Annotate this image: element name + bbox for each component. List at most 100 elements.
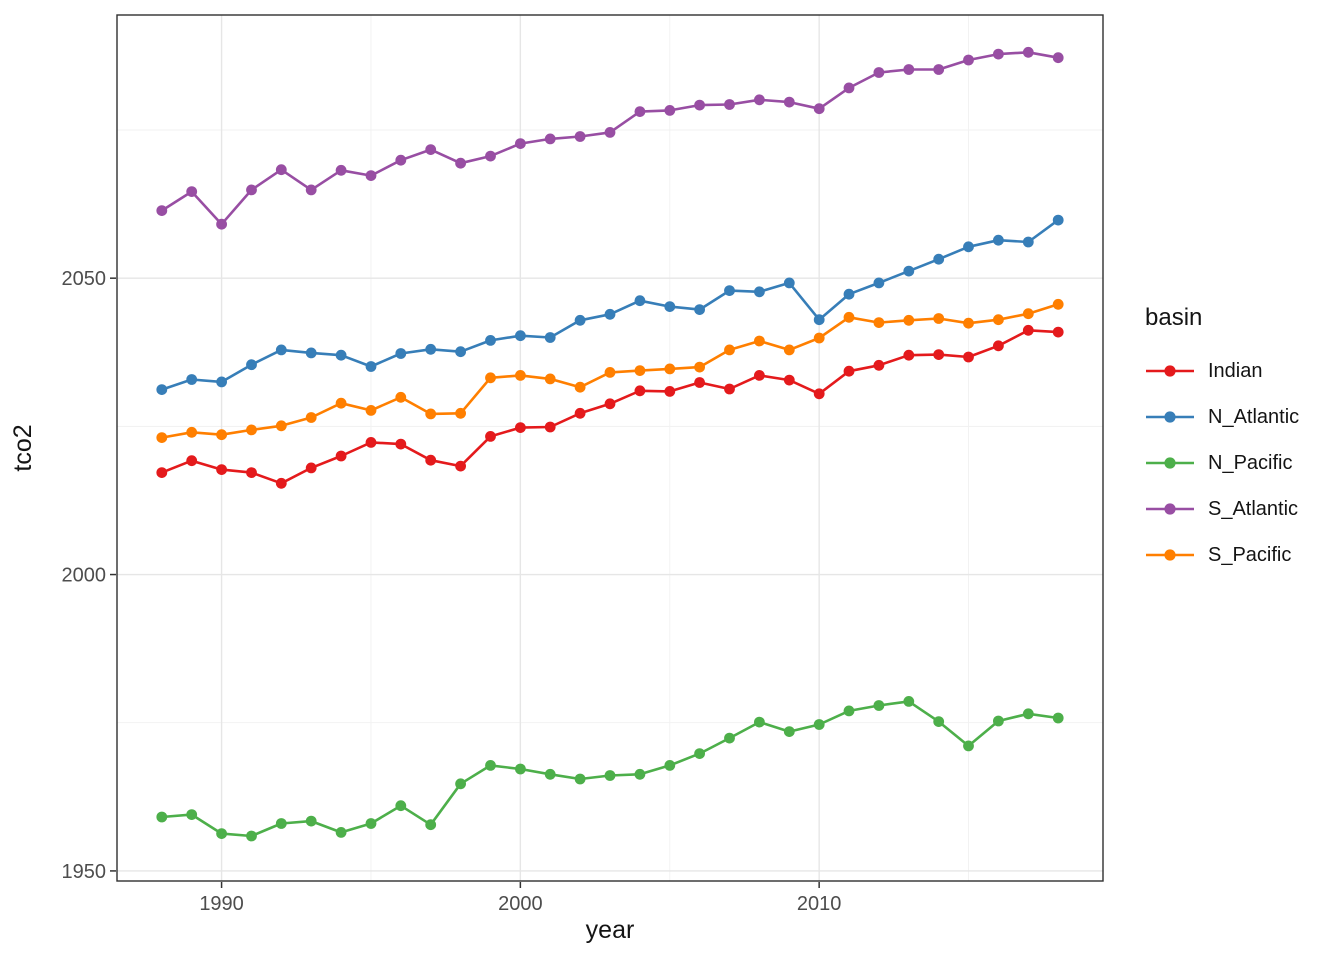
data-point [993, 234, 1004, 246]
data-point [574, 773, 586, 785]
data-point [813, 103, 825, 115]
data-point [455, 407, 466, 419]
legend-label: N_Atlantic [1208, 405, 1300, 428]
data-point [963, 351, 974, 363]
data-point [843, 311, 855, 323]
data-point [186, 426, 198, 438]
data-point [485, 431, 496, 442]
legend: basin Indian N_Atlantic N_Pacific [1143, 302, 1299, 578]
data-point [724, 383, 735, 395]
data-point [993, 715, 1004, 727]
data-point [216, 464, 228, 475]
data-point [993, 340, 1004, 352]
data-point [754, 716, 765, 728]
data-point [216, 218, 228, 230]
series-S_Pacific [156, 298, 1064, 443]
data-point [933, 349, 945, 360]
data-point [873, 67, 885, 78]
data-point [963, 317, 974, 329]
panel-frame [116, 14, 1104, 882]
data-point [544, 332, 556, 343]
data-point [724, 99, 735, 110]
data-point [246, 830, 257, 842]
axis-tick-labels: 1990 2000 2010 1950 2000 2050 [62, 268, 842, 915]
data-point [754, 335, 765, 347]
data-point [664, 301, 676, 312]
data-point [813, 332, 825, 344]
data-point [216, 376, 228, 388]
data-point [275, 477, 287, 489]
data-point [843, 705, 855, 717]
data-point [634, 385, 646, 397]
data-point [395, 391, 407, 403]
data-point [425, 343, 437, 355]
data-point [156, 811, 168, 823]
data-point [186, 455, 198, 467]
data-point [305, 184, 317, 196]
data-point [873, 700, 885, 711]
legend-key-line-dot-icon [1146, 411, 1194, 423]
data-point [813, 719, 825, 730]
data-point [664, 105, 676, 116]
data-point [305, 412, 317, 423]
data-point [365, 361, 377, 372]
data-point [694, 748, 705, 759]
data-point [574, 381, 586, 393]
data-point [604, 770, 616, 781]
data-point [694, 304, 705, 315]
data-point [485, 150, 496, 162]
data-point [365, 437, 377, 448]
x-tick-label: 2000 [498, 893, 543, 915]
data-point [724, 732, 735, 744]
data-point [335, 349, 347, 361]
data-point [903, 349, 915, 361]
data-point [1052, 298, 1064, 310]
data-point [425, 144, 437, 156]
data-point [873, 317, 885, 328]
data-point [216, 828, 228, 839]
data-point [664, 363, 676, 375]
legend-key-line-dot-icon [1146, 365, 1194, 377]
data-point [275, 344, 287, 356]
data-point [515, 330, 526, 342]
data-point [246, 184, 257, 196]
data-point [485, 760, 496, 771]
legend-label: S_Atlantic [1208, 497, 1299, 520]
data-point [186, 809, 198, 820]
data-series [156, 46, 1064, 842]
data-point [933, 716, 945, 727]
legend-label: N_Pacific [1208, 451, 1293, 474]
axis-ticks [110, 277, 820, 888]
data-point [993, 314, 1004, 326]
data-point [694, 361, 705, 373]
x-axis-title: year [586, 916, 635, 944]
legend-key-line-dot-icon [1146, 503, 1194, 515]
data-point [455, 460, 466, 472]
data-point [873, 359, 885, 371]
legend-entry-indian: Indian [1143, 348, 1299, 394]
data-point [544, 421, 556, 433]
series-N_Atlantic [156, 214, 1064, 395]
data-point [1022, 708, 1034, 720]
data-point [455, 157, 466, 169]
data-point [634, 295, 646, 307]
gridlines [117, 15, 1103, 881]
data-point [544, 373, 556, 385]
series-Indian [156, 324, 1064, 489]
data-point [485, 335, 496, 346]
data-point [335, 450, 347, 462]
data-point [634, 768, 646, 780]
x-tick-label: 1990 [199, 893, 244, 915]
y-tick-label: 2000 [62, 565, 107, 587]
data-point [754, 94, 765, 106]
data-point [783, 277, 795, 289]
data-point [1022, 324, 1034, 336]
data-point [903, 696, 915, 707]
data-point [515, 763, 526, 775]
data-point [813, 388, 825, 400]
data-point [843, 82, 855, 94]
data-point [335, 164, 347, 176]
legend-entry-n-atlantic: N_Atlantic [1143, 394, 1299, 440]
data-point [664, 760, 676, 771]
